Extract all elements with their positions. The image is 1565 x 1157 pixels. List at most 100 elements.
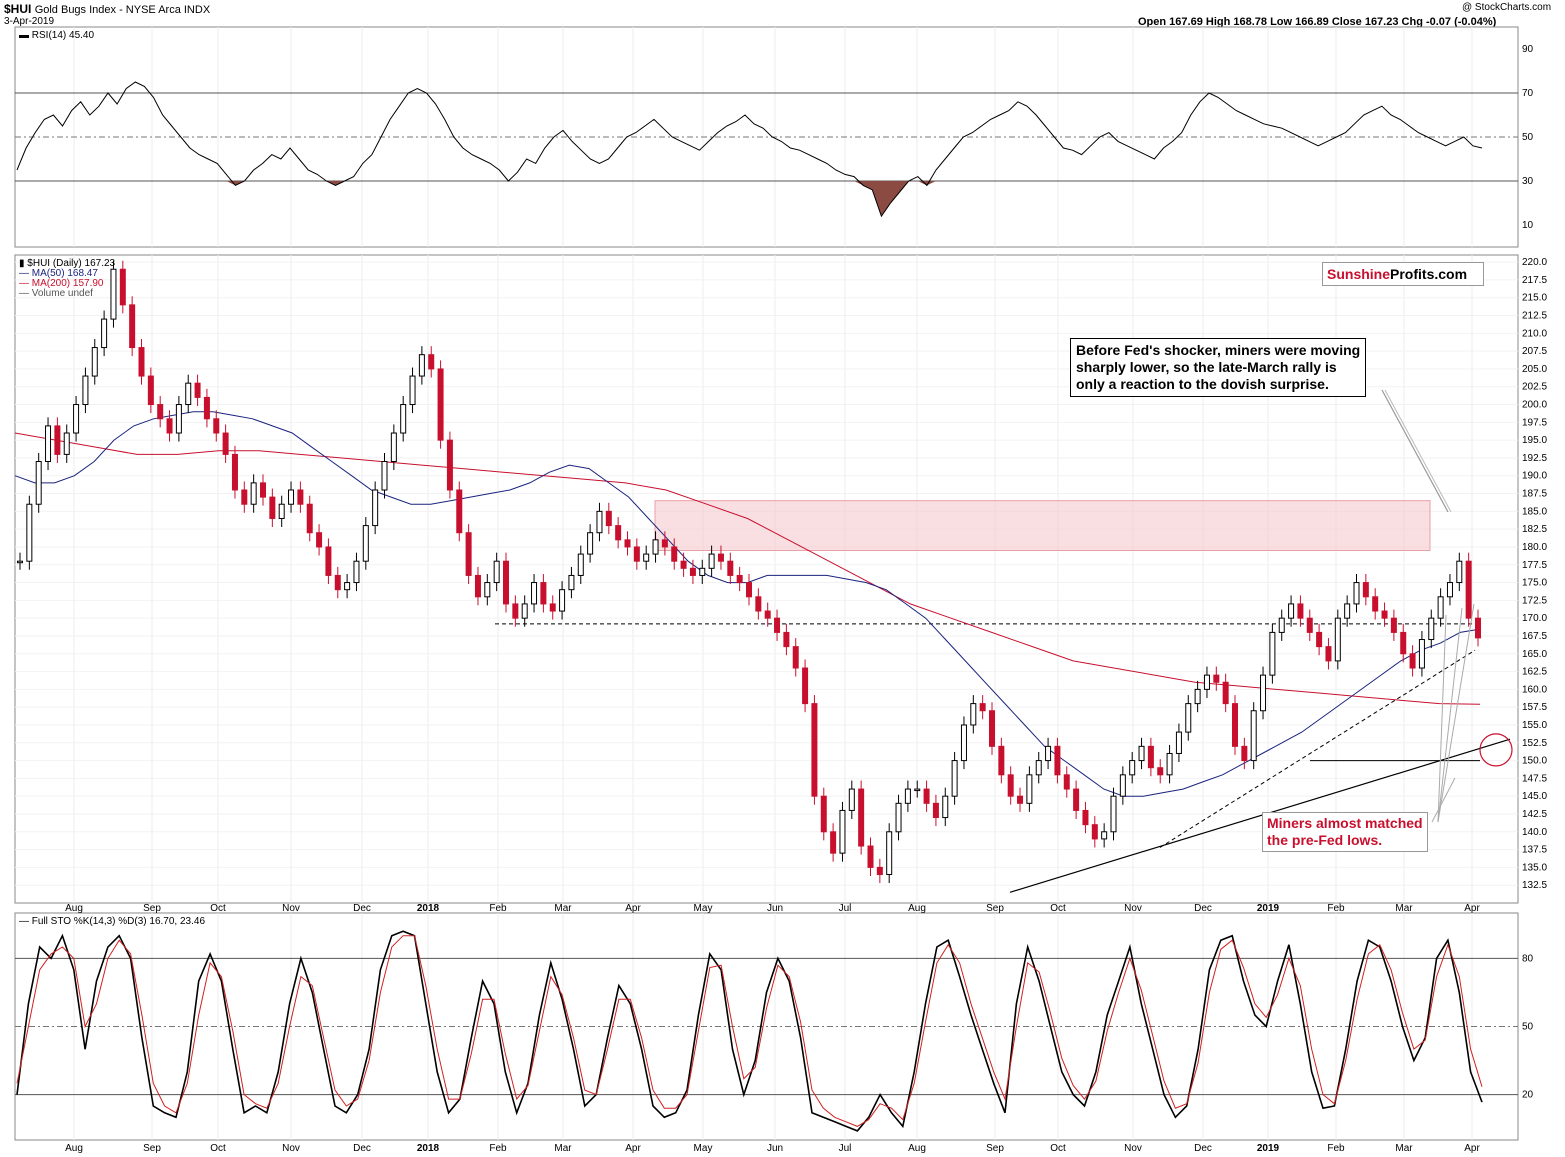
- x-tick-label: Mar: [554, 903, 572, 914]
- candle-body: [428, 354, 435, 370]
- x-tick-label: Oct: [210, 1143, 226, 1154]
- candle-body: [540, 582, 547, 605]
- x-tick-label: 2019: [1257, 1143, 1280, 1154]
- candle-body: [1381, 610, 1388, 619]
- candle-body: [372, 489, 379, 527]
- candle-body: [26, 503, 33, 562]
- price-y-tick: 160.0: [1522, 684, 1547, 695]
- candle-body: [1475, 617, 1481, 639]
- candle-body: [54, 425, 61, 455]
- candle-body: [138, 347, 145, 377]
- candle-body: [1073, 788, 1080, 811]
- candle-body: [1203, 674, 1210, 690]
- price-y-tick: 162.5: [1522, 667, 1547, 678]
- candle-body: [129, 304, 136, 349]
- candle-body: [1147, 745, 1154, 769]
- x-tick-label: Nov: [282, 903, 300, 914]
- x-tick-label: Apr: [1464, 1143, 1480, 1154]
- sto-d-line: [16, 935, 1483, 1127]
- candle-body: [802, 667, 809, 705]
- candle-body: [1353, 582, 1360, 605]
- x-tick-label: Aug: [65, 1143, 83, 1154]
- price-y-tick: 185.0: [1522, 506, 1547, 517]
- price-y-tick: 152.5: [1522, 738, 1547, 749]
- price-y-tick: 195.0: [1522, 435, 1547, 446]
- candle-body: [1288, 603, 1295, 619]
- annotation-pointer: [1437, 603, 1475, 823]
- candle-body: [1222, 681, 1229, 705]
- candle-body: [1250, 710, 1257, 762]
- rsi-line: [16, 81, 1483, 218]
- candle-body: [222, 432, 229, 455]
- candle-body: [1418, 639, 1425, 669]
- candle-body: [278, 503, 285, 519]
- rsi-y-tick: 50: [1522, 132, 1534, 143]
- candle-body: [932, 802, 939, 819]
- candle-body: [91, 347, 98, 377]
- candle-body: [175, 404, 182, 434]
- x-tick-label: 2018: [417, 903, 440, 914]
- candle-body: [325, 546, 332, 576]
- candle-body: [157, 404, 164, 420]
- price-y-tick: 132.5: [1522, 880, 1547, 891]
- price-y-tick: 142.5: [1522, 809, 1547, 820]
- candle-body: [1045, 745, 1052, 762]
- price-y-tick: 135.0: [1522, 862, 1547, 873]
- logo-part1: Sunshine: [1327, 266, 1391, 282]
- candle-body: [63, 432, 70, 455]
- candle-body: [886, 831, 893, 876]
- candle-body: [755, 596, 762, 612]
- sto-y-tick: 20: [1522, 1090, 1534, 1101]
- x-tick-label: Oct: [1050, 1143, 1066, 1154]
- candle-body: [1297, 603, 1304, 619]
- x-tick-label: Apr: [625, 1143, 641, 1154]
- rsi-y-tick: 70: [1522, 88, 1534, 99]
- rsi-legend: ▬ RSI(14) 45.40: [19, 30, 94, 41]
- candle-body: [699, 567, 706, 576]
- x-tick-label: Aug: [65, 903, 83, 914]
- candle-body: [1138, 745, 1145, 762]
- candle-body: [783, 631, 790, 648]
- candle-body: [45, 425, 52, 463]
- candle-body: [1185, 703, 1192, 733]
- x-tick-label: Apr: [625, 903, 641, 914]
- candle-body: [35, 461, 42, 505]
- candle-body: [549, 603, 556, 612]
- price-y-tick: 210.0: [1522, 328, 1547, 339]
- candle-body: [241, 489, 248, 505]
- candle-body: [858, 788, 865, 847]
- price-y-tick: 165.0: [1522, 649, 1547, 660]
- candle-body: [895, 802, 902, 833]
- candle-body: [503, 560, 509, 605]
- x-tick-label: Nov: [1124, 903, 1142, 914]
- candle-body: [493, 560, 500, 584]
- price-y-tick: 190.0: [1522, 471, 1547, 482]
- price-y-tick: 212.5: [1522, 311, 1547, 322]
- price-y-tick: 217.5: [1522, 275, 1547, 286]
- candle-body: [390, 432, 397, 463]
- candle-body: [203, 396, 210, 420]
- x-tick-label: Aug: [908, 903, 926, 914]
- candle-body: [1129, 760, 1136, 776]
- candle-body: [344, 582, 351, 591]
- candle-body: [1306, 617, 1313, 633]
- candle-body: [839, 809, 846, 854]
- x-tick-label: Jul: [839, 1143, 852, 1154]
- candle-body: [942, 795, 949, 819]
- candle-body: [1026, 774, 1033, 804]
- candle-body: [1456, 560, 1463, 584]
- candle-body: [185, 382, 192, 406]
- rsi-y-tick: 30: [1522, 176, 1534, 187]
- candle-body: [119, 268, 126, 306]
- candle-body: [1035, 760, 1042, 776]
- candle-body: [923, 788, 930, 804]
- symbol: $HUI: [4, 2, 32, 16]
- candle-body: [1007, 774, 1014, 797]
- candle-body: [1232, 703, 1238, 747]
- x-tick-label: Feb: [1327, 903, 1345, 914]
- candle-body: [615, 525, 622, 541]
- price-y-tick: 172.5: [1522, 595, 1547, 606]
- candle-body: [792, 646, 799, 669]
- price-y-tick: 155.0: [1522, 720, 1547, 731]
- candle-body: [297, 489, 304, 505]
